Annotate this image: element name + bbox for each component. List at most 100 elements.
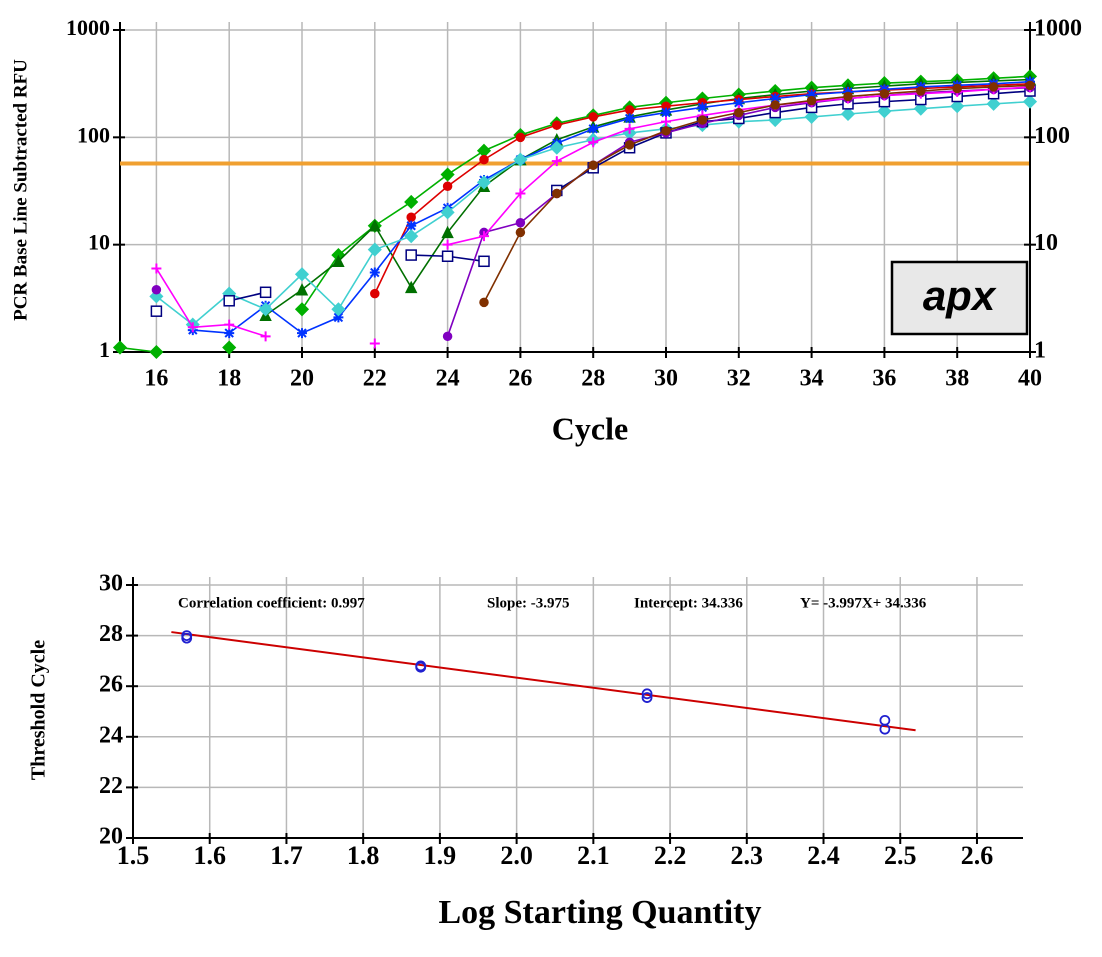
marker (588, 160, 598, 170)
marker (224, 328, 235, 339)
marker (442, 331, 453, 342)
marker (1025, 80, 1035, 91)
marker (294, 302, 310, 317)
marker (149, 344, 164, 360)
marker (552, 188, 562, 199)
marker (478, 255, 490, 268)
y2-tick-label: 1000 (1034, 16, 1082, 42)
marker (404, 194, 419, 210)
marker (294, 267, 310, 282)
marker (879, 88, 890, 99)
marker (441, 250, 454, 262)
x-tick-label: 30 (654, 366, 678, 392)
marker (988, 82, 999, 92)
x-tick-label: 1.6 (193, 841, 226, 870)
marker (223, 295, 235, 307)
marker (624, 140, 635, 150)
marker (986, 96, 1001, 111)
marker (770, 93, 781, 104)
x-tick-label: 2.5 (884, 841, 917, 870)
marker (476, 175, 492, 190)
x-tick-label: 38 (945, 366, 969, 392)
x-tick-label: 1.5 (117, 841, 150, 870)
marker (332, 254, 345, 268)
marker (404, 280, 418, 294)
marker (150, 305, 163, 317)
x-tick-label: 1.7 (270, 841, 303, 870)
x-tick-label: 16 (144, 366, 168, 392)
x-tick-label: 26 (508, 366, 532, 392)
marker (441, 225, 454, 239)
marker (806, 89, 817, 100)
x-tick-label: 22 (363, 366, 387, 392)
marker (112, 340, 128, 355)
marker (515, 188, 526, 199)
marker (297, 328, 307, 339)
y-tick-label: 1 (99, 337, 110, 362)
marker (950, 99, 965, 114)
marker (588, 123, 599, 134)
marker (843, 91, 853, 102)
x-tick-label: 2.3 (731, 841, 764, 870)
y-axis-label: PCR Base Line Subtracted RFU (10, 59, 31, 321)
marker (624, 105, 635, 115)
series-line (483, 84, 1031, 303)
marker (624, 123, 635, 134)
y-tick-label: 26 (99, 672, 123, 698)
x-tick-label: 2.6 (961, 841, 994, 870)
y-tick-label: 1000 (66, 15, 110, 40)
point (879, 723, 891, 735)
marker (187, 322, 198, 333)
y-tick-label: 30 (99, 571, 123, 597)
y-tick-label: 22 (99, 773, 123, 799)
fit-line (171, 631, 916, 732)
y2-tick-label: 100 (1034, 123, 1070, 149)
x-tick-label: 20 (290, 366, 314, 392)
marker (661, 107, 671, 118)
point (641, 688, 653, 700)
y-tick-label: 10 (88, 230, 110, 255)
x-tick-label: 40 (1018, 366, 1042, 392)
annotation-frame (890, 260, 1029, 336)
point (415, 661, 427, 673)
point (879, 714, 891, 726)
marker (442, 181, 453, 192)
y-tick-label: 24 (99, 722, 123, 748)
marker (442, 239, 453, 250)
marker (406, 212, 416, 223)
marker (513, 152, 528, 167)
marker (806, 95, 817, 106)
marker (295, 283, 309, 296)
y-tick-label: 100 (77, 122, 110, 147)
annotation: Correlation coefficient: 0.997 (178, 595, 365, 611)
marker (258, 302, 273, 317)
y2-tick-label: 10 (1034, 230, 1058, 256)
marker (479, 154, 489, 165)
marker (260, 331, 271, 342)
x-tick-label: 24 (436, 366, 460, 392)
marker (661, 126, 671, 136)
annotation: Slope: -3.975 (487, 595, 570, 611)
point (181, 632, 193, 644)
marker (224, 319, 235, 330)
marker (804, 109, 819, 124)
marker (370, 288, 380, 299)
marker (877, 104, 892, 119)
marker (479, 231, 489, 242)
marker (515, 227, 526, 238)
marker (479, 297, 489, 308)
marker (369, 338, 380, 349)
marker (367, 242, 382, 257)
x-tick-label: 34 (800, 366, 824, 392)
x-tick-label: 36 (872, 366, 896, 392)
marker (624, 113, 635, 124)
marker (697, 115, 708, 125)
marker (515, 132, 526, 143)
y-tick-label: 28 (99, 621, 123, 647)
marker (661, 116, 671, 127)
marker (259, 286, 272, 299)
x-tick-label: 2.0 (500, 841, 533, 870)
x-tick-label: 2.2 (654, 841, 687, 870)
x-tick-label: 18 (217, 366, 241, 392)
